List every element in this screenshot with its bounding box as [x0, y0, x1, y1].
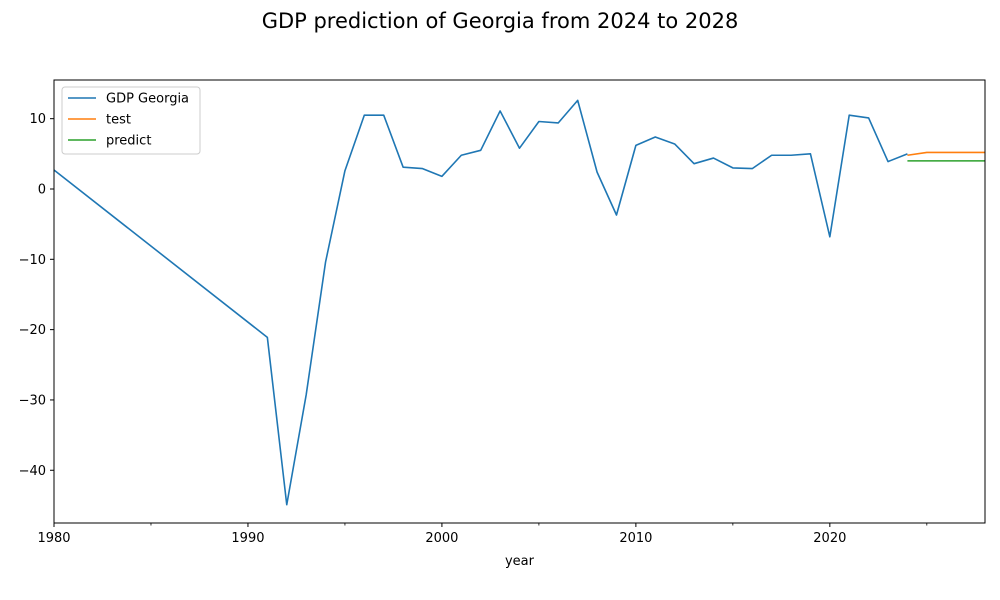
y-tick-label: −30 [19, 393, 46, 408]
series-line-gdp-georgia [54, 99, 908, 506]
chart-title: GDP prediction of Georgia from 2024 to 2… [262, 9, 739, 33]
legend-item-test[interactable]: test [68, 113, 131, 128]
legend[interactable]: GDP Georgia test predict [61, 86, 201, 155]
legend-box [61, 86, 201, 155]
legend-label: GDP Georgia [106, 92, 189, 107]
y-tick-label: 0 [38, 182, 46, 197]
y-tick-label: −40 [19, 464, 46, 479]
y-tick-label: 10 [29, 112, 46, 127]
legend-item-predict[interactable]: predict [68, 134, 151, 149]
legend-label: predict [106, 134, 151, 149]
x-tick-label: 1990 [231, 531, 264, 546]
y-tick-label: −20 [19, 323, 46, 338]
x-axis: 1980 1990 2000 2010 2020 [37, 523, 928, 546]
x-tick-label: 2000 [425, 531, 458, 546]
x-tick-label: 2010 [619, 531, 652, 546]
y-axis: 10 0 −10 −20 −30 −40 [19, 112, 54, 479]
plot-frame [53, 79, 986, 524]
legend-label: test [106, 113, 131, 128]
x-axis-title: year [505, 554, 535, 569]
x-tick-label: 1980 [37, 531, 70, 546]
y-tick-label: −10 [19, 253, 46, 268]
x-tick-label: 2020 [813, 531, 846, 546]
series-group [54, 99, 985, 506]
legend-item-gdp-georgia[interactable]: GDP Georgia [68, 92, 189, 107]
series-line-test [907, 151, 985, 157]
